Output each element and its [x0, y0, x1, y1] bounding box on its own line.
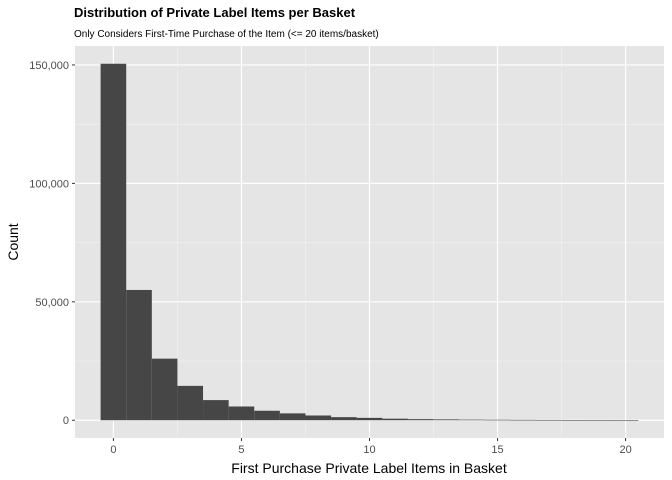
histogram-bar — [459, 419, 485, 421]
histogram-bar — [510, 419, 536, 421]
histogram-bar — [484, 419, 511, 421]
histogram-bar — [203, 400, 229, 421]
histogram-bars — [100, 63, 639, 421]
histogram-bar — [254, 410, 280, 421]
y-tick-label: 150,000 — [29, 60, 69, 72]
y-axis-ticks: 0 50,000 100,000 150,000 — [29, 60, 75, 427]
x-axis-title: First Purchase Private Label Items in Ba… — [231, 460, 507, 476]
histogram-bar — [331, 417, 357, 421]
histogram-bar — [126, 289, 152, 421]
histogram-bar — [587, 420, 613, 421]
chart-title: Distribution of Private Label Items per … — [74, 5, 356, 20]
histogram-bar — [100, 63, 127, 421]
x-axis-ticks: 0 5 10 15 20 — [110, 438, 632, 456]
histogram-bar — [433, 419, 460, 421]
x-tick-label: 15 — [491, 444, 503, 456]
histogram-bar — [612, 420, 639, 421]
histogram-bar — [561, 420, 588, 421]
y-tick-label: 0 — [63, 415, 69, 427]
histogram-bar — [356, 417, 383, 421]
x-tick-label: 5 — [238, 444, 244, 456]
histogram-bar — [228, 406, 255, 421]
histogram-bar — [177, 385, 204, 421]
y-axis-title: Count — [5, 223, 21, 260]
histogram-bar — [407, 419, 434, 421]
x-tick-label: 0 — [110, 444, 116, 456]
histogram-bar — [382, 418, 408, 421]
y-tick-label: 100,000 — [29, 178, 69, 190]
histogram-bar — [535, 419, 562, 421]
x-tick-label: 20 — [619, 444, 631, 456]
x-tick-label: 10 — [363, 444, 375, 456]
chart-subtitle: Only Considers First-Time Purchase of th… — [74, 29, 379, 40]
histogram-bar — [305, 415, 332, 421]
y-tick-label: 50,000 — [35, 297, 69, 309]
histogram-bar — [279, 413, 306, 421]
histogram-bar — [151, 358, 178, 421]
